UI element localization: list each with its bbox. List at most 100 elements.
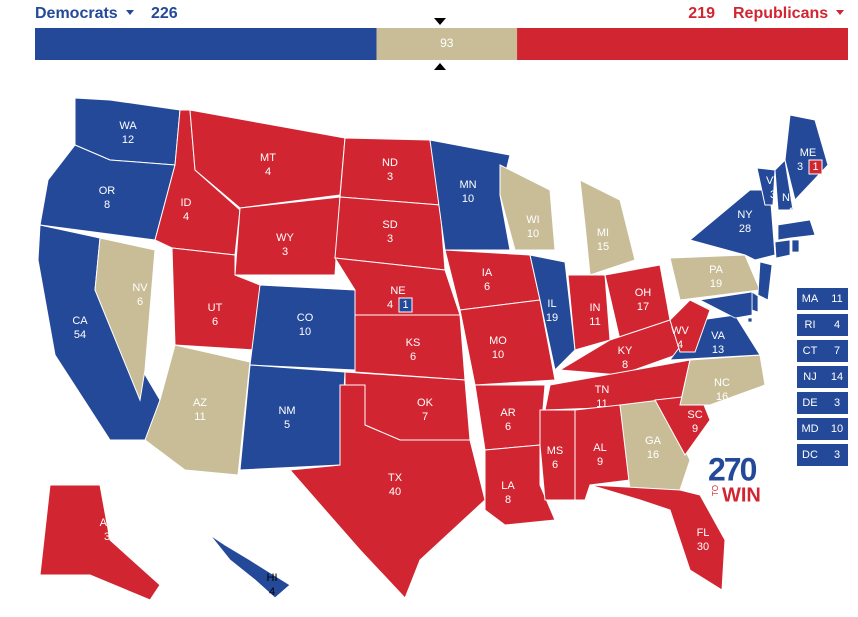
split-votes: 1 [402,299,408,311]
state[interactable] [234,196,341,276]
small-state-box[interactable] [797,366,848,388]
state[interactable] [239,364,346,471]
rep-label[interactable]: Republicans [733,5,828,22]
state[interactable] [774,158,794,211]
small-state-box[interactable] [797,444,848,466]
state-votes: 3 [387,233,393,245]
bar-segment [517,28,848,60]
rep-dropdown[interactable] [836,10,844,15]
small-state[interactable] [791,239,800,253]
state-votes: 8 [104,199,110,211]
state-votes: 17 [637,301,649,313]
small-state-abbr: MA [802,293,819,305]
state-abbr: UT [208,302,223,314]
state-votes: 6 [505,421,511,433]
state[interactable] [288,384,486,599]
state[interactable] [429,139,511,251]
state-votes: 6 [137,296,143,308]
state-votes: 16 [716,391,728,403]
small-state[interactable] [751,291,759,313]
state[interactable] [444,249,541,311]
logo-to: TO [711,485,720,496]
state[interactable] [619,399,691,491]
state-votes: 6 [212,316,218,328]
state-abbr: WA [119,120,137,132]
state-abbr: HI [267,572,278,584]
state-abbr: AK [100,517,115,529]
state-abbr: CA [72,315,88,327]
state-votes: 8 [505,494,511,506]
state[interactable] [189,109,346,209]
state[interactable] [209,534,291,599]
small-state-abbr: DE [802,397,817,409]
state[interactable] [39,484,161,601]
split-box [398,297,413,313]
state[interactable] [529,254,576,372]
state-votes: 9 [692,423,698,435]
state-abbr: NV [132,282,148,294]
state-abbr: ID [181,197,192,209]
state-abbr: NY [737,209,753,221]
state-abbr: AZ [193,397,207,409]
state[interactable] [579,179,636,276]
state-abbr: MI [597,227,609,239]
small-state[interactable] [757,261,773,301]
state-votes: 5 [284,419,290,431]
small-state-abbr: NJ [803,371,816,383]
state-abbr: NM [278,405,295,417]
split-votes: 1 [812,161,818,173]
state-votes: 11 [194,411,205,423]
small-state-box[interactable] [797,418,848,440]
state[interactable] [679,354,766,406]
state-abbr: MO [489,335,507,347]
state-abbr: GA [645,435,662,447]
state[interactable] [756,167,776,206]
state-abbr: MT [260,152,276,164]
small-state-votes: 3 [834,449,840,461]
small-state[interactable] [777,219,816,241]
state[interactable] [459,299,556,386]
rep-votes: 219 [688,5,715,22]
state-votes: 4 [387,299,393,311]
small-state[interactable] [698,291,753,319]
state-votes: 4 [269,586,275,598]
dem-votes: 226 [151,5,178,22]
small-state-votes: 10 [831,423,843,435]
state-votes: 10 [527,228,539,240]
small-state-abbr: DC [802,449,818,461]
state-abbr: SC [687,409,702,421]
state-abbr: VA [711,330,726,342]
state[interactable] [539,409,576,501]
state-abbr: TN [595,384,610,396]
state[interactable] [94,237,156,402]
small-state-abbr: CT [803,345,818,357]
small-state-box[interactable] [797,288,848,310]
small-state-box[interactable] [797,392,848,414]
dem-label[interactable]: Democrats [35,5,118,22]
state[interactable] [669,299,711,353]
dem-dropdown[interactable] [126,10,134,15]
small-state-box[interactable] [797,340,848,362]
state-abbr: NC [714,377,730,389]
small-state-box[interactable] [797,314,848,336]
state[interactable] [784,114,829,202]
small-state-abbr: MD [801,423,818,435]
state-abbr: NE [390,285,405,297]
small-state[interactable] [747,317,753,323]
state-votes: 30 [697,541,709,553]
state[interactable] [589,484,726,591]
state-votes: 7 [422,411,428,423]
state-abbr: PA [709,264,724,276]
state[interactable] [499,164,556,251]
marker-top [434,18,446,25]
state-abbr: MS [547,445,564,457]
state-votes: 6 [484,281,490,293]
state-abbr: IN [590,302,601,314]
state-abbr: KY [618,345,633,357]
state-votes: 4 [183,211,189,223]
state-abbr: WV [671,325,689,337]
state[interactable] [688,189,776,261]
state-votes: 12 [122,134,134,146]
small-state[interactable] [774,239,791,259]
state-votes: 10 [492,349,504,361]
